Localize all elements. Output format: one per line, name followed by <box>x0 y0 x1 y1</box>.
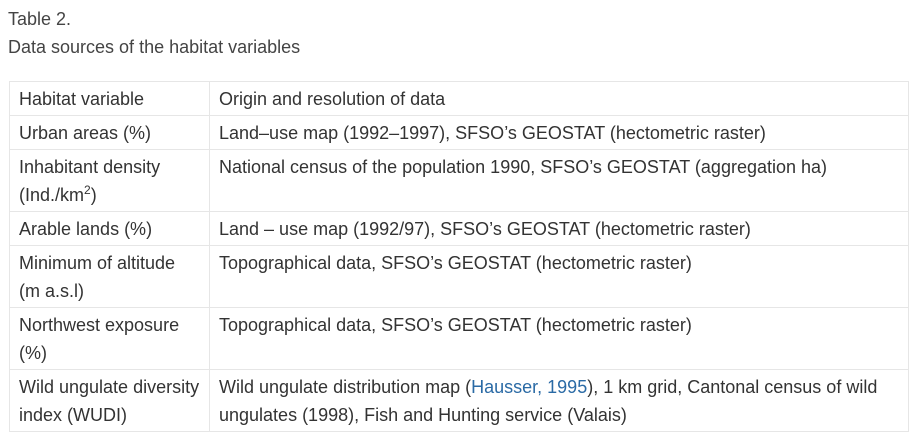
citation-link-hausser-1995[interactable]: Hausser, 1995 <box>471 377 588 397</box>
habitat-variable-cell: Minimum of altitude (m a.s.l) <box>9 245 210 308</box>
variable-text-end: ) <box>90 185 97 205</box>
table-header-row: Habitat variable Origin and resolution o… <box>9 81 909 116</box>
table-row: Arable lands (%) Land – use map (1992/97… <box>9 211 909 246</box>
table-row: Urban areas (%) Land–use map (1992–1997)… <box>9 115 909 150</box>
habitat-variable-cell: Arable lands (%) <box>9 211 210 246</box>
table-row: Wild ungulate diversity index (WUDI) Wil… <box>9 369 909 432</box>
habitat-variable-cell: Urban areas (%) <box>9 115 210 150</box>
table-row: Inhabitant density (Ind./km2) National c… <box>9 149 909 212</box>
variable-text: Inhabitant density (Ind./km <box>19 157 161 205</box>
source-text: Wild ungulate distribution map ( <box>219 377 472 397</box>
superscript: 2 <box>84 183 91 197</box>
header-habitat-variable: Habitat variable <box>9 81 210 116</box>
table-row: Minimum of altitude (m a.s.l) Topographi… <box>9 245 909 308</box>
table-row: Northwest exposure (%) Topographical dat… <box>9 307 909 370</box>
habitat-variable-cell: Northwest exposure (%) <box>9 307 210 370</box>
data-origin-cell: Wild ungulate distribution map (Hausser,… <box>209 369 909 432</box>
data-origin-cell: Land – use map (1992/97), SFSO’s GEOSTAT… <box>209 211 909 246</box>
data-origin-cell: Topographical data, SFSO’s GEOSTAT (hect… <box>209 245 909 308</box>
header-origin-resolution: Origin and resolution of data <box>209 81 909 116</box>
data-origin-cell: Topographical data, SFSO’s GEOSTAT (hect… <box>209 307 909 370</box>
data-origin-cell: Land–use map (1992–1997), SFSO’s GEOSTAT… <box>209 115 909 150</box>
habitat-variable-cell: Wild ungulate diversity index (WUDI) <box>9 369 210 432</box>
source-text-end: ), 1 km grid, Cantonal census of wild un… <box>219 377 878 425</box>
table-title: Data sources of the habitat variables <box>8 37 301 57</box>
table-label: Table 2. <box>8 9 72 29</box>
habitat-variables-table: Habitat variable Origin and resolution o… <box>9 81 909 432</box>
data-origin-cell: National census of the population 1990, … <box>209 149 909 212</box>
habitat-variable-cell: Inhabitant density (Ind./km2) <box>9 149 210 212</box>
table-caption: Table 2. Data sources of the habitat var… <box>8 6 300 60</box>
